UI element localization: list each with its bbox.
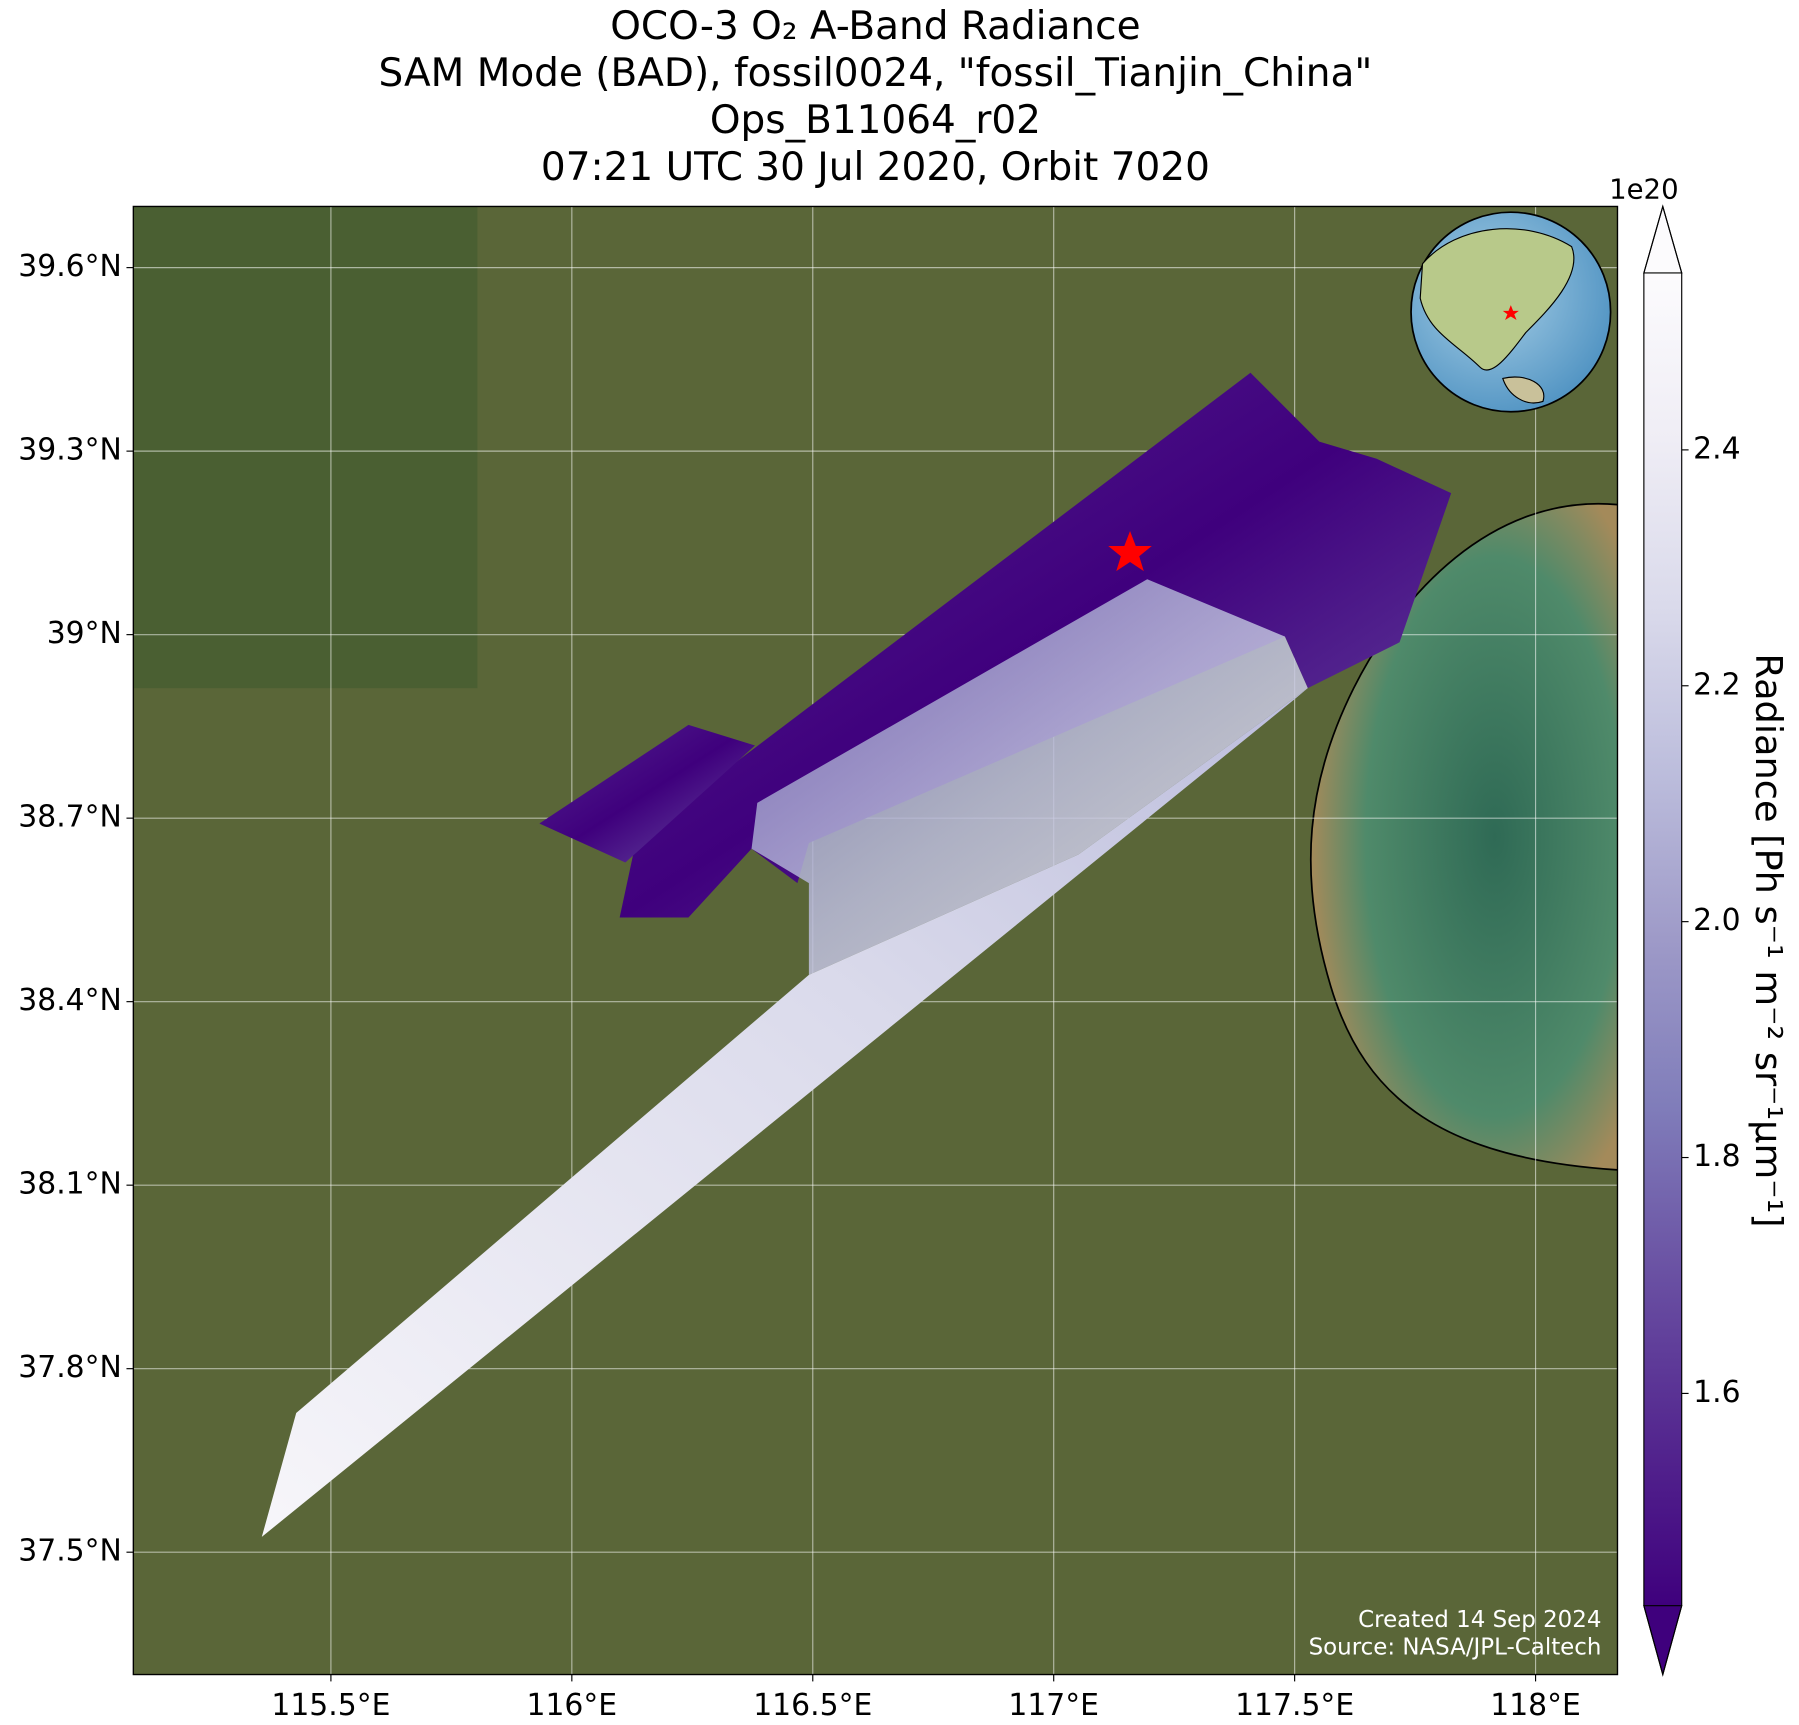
inset-globe [1410,211,1612,413]
x-tick-label: 117.5°E [1235,1688,1354,1723]
swath-light [261,688,1308,1537]
annotation: Created 14 Sep 2024 [1358,1607,1601,1633]
x-tick-label: 116°E [527,1688,618,1723]
y-tick-label: 39.6°N [18,249,122,284]
chart-title: 07:21 UTC 30 Jul 2020, Orbit 7020 [541,145,1210,190]
colorbar-offset: 1e20 [1609,173,1678,205]
y-tick-label: 38.4°N [18,983,122,1018]
coastline [1309,502,1618,1171]
colorbar-tick-label: 1.6 [1693,1375,1740,1410]
swath-patch [539,724,755,863]
y-tick-label: 37.8°N [18,1350,122,1385]
colorbar-tick-label: 1.8 [1693,1139,1740,1174]
annotation: Source: NASA/JPL-Caltech [1309,1635,1602,1661]
globe-star [1502,305,1519,320]
chart-title: SAM Mode (BAD), fossil0024, "fossil_Tian… [379,51,1373,96]
colorbar-label: Radiance [Ph s⁻¹ m⁻² sr⁻¹μm⁻¹] [1747,653,1790,1227]
globe-land [1502,376,1545,404]
colorbar-tick-label: 2.4 [1693,431,1740,466]
globe-land [1419,228,1575,371]
colorbar: 1e20 Radiance [Ph s⁻¹ m⁻² sr⁻¹μm⁻¹] 1.6 1… [1609,173,1790,1677]
y-tick-label: 39°N [47,616,122,651]
y-tick-label: 38.1°N [18,1167,122,1202]
colorbar-outline [1643,204,1683,1677]
y-tick-label: 39.3°N [18,433,122,468]
x-tick-label: 116.5°E [753,1688,872,1723]
x-tick-label: 117°E [1008,1688,1099,1723]
chart-title: OCO-3 O₂ A-Band Radiance [610,4,1140,49]
x-tick-label: 115.5°E [271,1688,390,1723]
y-tick-label: 37.5°N [18,1534,122,1569]
colorbar-extend-bottom [1643,1605,1683,1677]
sea [1310,503,1618,1170]
map-area: Created 14 Sep 2024 Source: NASA/JPL-Cal… [133,206,1618,1675]
colorbar-tick-label: 2.2 [1693,667,1740,702]
colorbar-extend-top [1643,204,1683,274]
colorbar-tick-label: 2.0 [1693,903,1740,938]
chart-title: Ops_B11064_r02 [710,98,1041,143]
swath-mid [751,579,1308,975]
mountains [133,206,478,689]
y-tick-label: 38.7°N [18,800,122,835]
colorbar-body [1643,272,1682,1606]
plot-frame [132,205,1619,1676]
site-star [1108,531,1152,572]
x-tick-label: 118°E [1490,1688,1581,1723]
